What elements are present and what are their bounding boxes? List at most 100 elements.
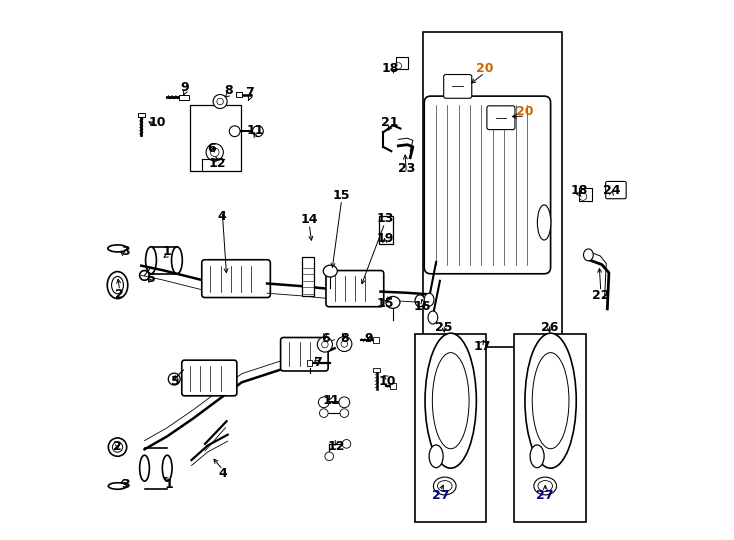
Text: 21: 21 xyxy=(382,116,399,129)
Bar xyxy=(374,368,380,372)
Ellipse shape xyxy=(109,438,127,456)
Circle shape xyxy=(579,193,586,200)
Circle shape xyxy=(337,336,352,352)
Ellipse shape xyxy=(139,455,150,481)
Circle shape xyxy=(339,397,349,408)
Circle shape xyxy=(341,341,348,347)
Text: 18: 18 xyxy=(570,184,588,197)
Bar xyxy=(390,383,396,389)
Text: 2: 2 xyxy=(113,440,122,453)
Circle shape xyxy=(206,144,223,161)
Bar xyxy=(379,216,393,244)
Ellipse shape xyxy=(107,272,128,299)
Ellipse shape xyxy=(428,311,437,324)
Ellipse shape xyxy=(109,483,127,489)
Text: 3: 3 xyxy=(121,245,129,258)
Ellipse shape xyxy=(162,455,172,481)
Ellipse shape xyxy=(415,295,425,307)
Text: 26: 26 xyxy=(541,321,559,334)
Bar xyxy=(515,334,586,522)
Bar xyxy=(374,337,379,343)
Text: 4: 4 xyxy=(219,467,228,480)
Ellipse shape xyxy=(424,293,434,306)
Circle shape xyxy=(211,148,219,157)
FancyBboxPatch shape xyxy=(487,106,515,130)
Ellipse shape xyxy=(433,477,456,495)
Text: 27: 27 xyxy=(432,489,449,502)
FancyBboxPatch shape xyxy=(443,75,472,98)
Text: 16: 16 xyxy=(414,300,432,313)
Text: 4: 4 xyxy=(218,210,227,222)
Bar xyxy=(396,57,408,69)
Text: 11: 11 xyxy=(322,394,340,407)
Circle shape xyxy=(317,337,333,352)
Bar xyxy=(578,188,592,201)
FancyBboxPatch shape xyxy=(606,181,626,199)
Ellipse shape xyxy=(139,271,150,280)
Bar xyxy=(423,32,562,347)
Text: 5: 5 xyxy=(172,375,181,388)
Circle shape xyxy=(340,409,349,417)
Text: 1: 1 xyxy=(164,478,173,491)
Text: 23: 23 xyxy=(398,162,415,175)
Text: 20: 20 xyxy=(517,105,534,118)
Text: 27: 27 xyxy=(537,489,554,502)
Bar xyxy=(138,113,145,117)
Text: 9: 9 xyxy=(364,332,373,345)
Bar xyxy=(179,94,189,100)
Circle shape xyxy=(319,409,328,417)
Text: 5: 5 xyxy=(147,272,156,285)
Text: 15: 15 xyxy=(333,189,350,202)
Text: 1: 1 xyxy=(163,245,172,258)
Text: 8: 8 xyxy=(340,332,349,345)
FancyBboxPatch shape xyxy=(326,271,384,307)
Ellipse shape xyxy=(432,353,469,449)
FancyBboxPatch shape xyxy=(182,360,237,396)
Text: 10: 10 xyxy=(149,116,166,129)
Bar xyxy=(415,334,487,522)
Text: 12: 12 xyxy=(327,440,345,453)
Circle shape xyxy=(342,440,351,448)
Text: 25: 25 xyxy=(435,321,453,334)
Ellipse shape xyxy=(386,296,400,308)
Bar xyxy=(190,105,241,171)
Text: 11: 11 xyxy=(247,124,264,137)
Text: 20: 20 xyxy=(476,62,493,75)
Text: 13: 13 xyxy=(376,212,393,225)
Circle shape xyxy=(229,126,240,137)
Text: 14: 14 xyxy=(300,213,318,226)
Bar xyxy=(151,247,177,274)
Text: 19: 19 xyxy=(376,232,393,245)
Text: 15: 15 xyxy=(376,297,393,310)
Bar xyxy=(236,92,241,97)
Circle shape xyxy=(325,452,333,461)
Ellipse shape xyxy=(108,245,127,252)
FancyBboxPatch shape xyxy=(202,260,270,298)
Text: 6: 6 xyxy=(321,332,330,345)
Ellipse shape xyxy=(168,373,180,385)
Ellipse shape xyxy=(323,265,338,277)
Ellipse shape xyxy=(538,481,553,491)
Text: 7: 7 xyxy=(245,86,254,99)
Text: 18: 18 xyxy=(382,62,399,75)
Text: 10: 10 xyxy=(379,375,396,388)
Text: 2: 2 xyxy=(115,288,124,301)
Ellipse shape xyxy=(172,247,182,274)
Text: 22: 22 xyxy=(592,289,609,302)
Circle shape xyxy=(213,94,227,109)
Ellipse shape xyxy=(437,481,452,491)
Text: 3: 3 xyxy=(121,478,130,491)
Ellipse shape xyxy=(525,333,576,468)
Text: 12: 12 xyxy=(208,157,225,170)
Ellipse shape xyxy=(145,247,156,274)
Text: 9: 9 xyxy=(181,81,189,94)
Text: 17: 17 xyxy=(473,340,491,353)
Ellipse shape xyxy=(532,353,569,449)
Circle shape xyxy=(252,126,264,137)
Circle shape xyxy=(321,341,328,348)
Circle shape xyxy=(395,63,401,69)
Ellipse shape xyxy=(584,249,593,261)
FancyBboxPatch shape xyxy=(280,338,328,371)
Text: 24: 24 xyxy=(603,184,620,197)
Ellipse shape xyxy=(429,445,443,468)
